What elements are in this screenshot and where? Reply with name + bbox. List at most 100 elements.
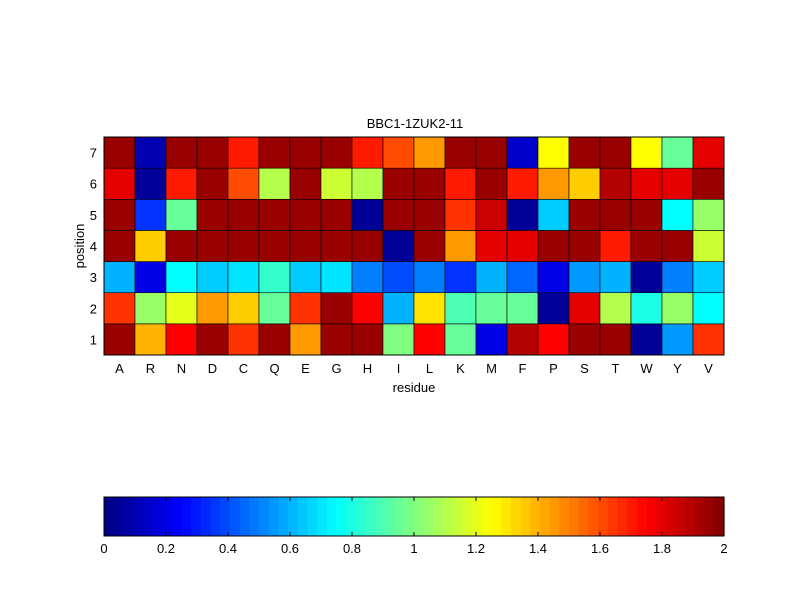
colorbar-segment xyxy=(578,497,589,536)
colorbar-segment xyxy=(317,497,328,536)
heatmap-cell xyxy=(351,230,384,262)
colorbar-segment xyxy=(472,497,483,536)
heatmap-cell xyxy=(506,292,539,325)
heatmap-cell xyxy=(196,230,229,262)
colorbar-segment xyxy=(617,497,628,536)
x-tick-label: I xyxy=(397,361,401,376)
colorbar-tick-label: 1.8 xyxy=(653,541,671,556)
chart-title: BBC1-1ZUK2-11 xyxy=(367,116,464,131)
heatmap-cell xyxy=(661,261,694,294)
heatmap-cell xyxy=(134,292,167,325)
colorbar-segment xyxy=(326,497,338,536)
heatmap-cell xyxy=(599,230,632,262)
colorbar-segment xyxy=(656,497,667,536)
heatmap-cell xyxy=(165,292,198,325)
colorbar-segment xyxy=(423,497,434,536)
colorbar-segment xyxy=(375,497,386,536)
x-tick-label: D xyxy=(208,361,217,376)
x-tick-label: C xyxy=(239,361,248,376)
x-tick-label: G xyxy=(331,361,341,376)
heatmap-cell xyxy=(165,167,198,200)
colorbar-segment xyxy=(433,497,444,536)
heatmap-cell xyxy=(413,136,446,169)
heatmap-cell xyxy=(475,292,508,325)
colorbar-tick-label: 0.6 xyxy=(281,541,299,556)
heatmap-cell xyxy=(537,198,570,231)
colorbar-segment xyxy=(510,497,522,536)
heatmap-cell xyxy=(103,323,136,356)
heatmap-cell xyxy=(537,323,570,356)
heatmap-cell xyxy=(196,261,229,294)
heatmap-cell xyxy=(227,167,260,200)
colorbar-segment xyxy=(569,497,580,536)
heatmap-cell xyxy=(103,198,136,231)
heatmap-cell xyxy=(165,198,198,231)
x-tick-label: Y xyxy=(673,361,682,376)
heatmap-cell xyxy=(351,261,384,294)
heatmap-cell xyxy=(630,292,663,325)
heatmap-cell xyxy=(196,167,229,200)
heatmap-cell xyxy=(661,136,694,169)
heatmap-cell xyxy=(630,167,663,200)
colorbar-segment xyxy=(636,497,648,536)
x-tick-label: V xyxy=(704,361,713,376)
heatmap-cell xyxy=(568,167,601,200)
plot-frame xyxy=(103,136,725,356)
x-tick-label: N xyxy=(177,361,186,376)
heatmap-cell xyxy=(661,198,694,231)
heatmap-cell xyxy=(630,198,663,231)
colorbar xyxy=(104,497,725,536)
colorbar-segment xyxy=(404,497,415,536)
heatmap-cell xyxy=(227,261,260,294)
heatmap-cell xyxy=(196,198,229,231)
heatmap-cell xyxy=(475,230,508,262)
colorbar-segment xyxy=(200,497,212,536)
heatmap-cell xyxy=(351,292,384,325)
heatmap-cell xyxy=(134,230,167,262)
heatmap-cell xyxy=(475,198,508,231)
heatmap-cell xyxy=(134,323,167,356)
heatmap-cell xyxy=(258,261,291,294)
heatmap-cell xyxy=(413,292,446,325)
heatmap-cell xyxy=(599,323,632,356)
colorbar-tick-label: 1 xyxy=(410,541,417,556)
colorbar-segment xyxy=(481,497,493,536)
heatmap-cell xyxy=(692,292,725,325)
heatmap-cell xyxy=(258,323,291,356)
heatmap-cell xyxy=(444,230,477,262)
heatmap-cell xyxy=(506,261,539,294)
heatmap-cell xyxy=(165,323,198,356)
heatmap-cell xyxy=(382,198,415,231)
colorbar-segment xyxy=(394,497,405,536)
heatmap-cell xyxy=(196,323,229,356)
colorbar-segment xyxy=(414,497,425,536)
heatmap-cell xyxy=(599,167,632,200)
heatmap-cell xyxy=(661,323,694,356)
colorbar-segment xyxy=(210,497,221,536)
colorbar-segment xyxy=(181,497,192,536)
heatmap-cell xyxy=(475,167,508,200)
heatmap-cell xyxy=(568,230,601,262)
heatmap-cell xyxy=(258,167,291,200)
heatmap-cell xyxy=(320,261,353,294)
colorbar-segment xyxy=(268,497,279,536)
colorbar-segment xyxy=(714,497,725,536)
colorbar-tick-label: 0.4 xyxy=(219,541,237,556)
colorbar-segment xyxy=(346,497,357,536)
colorbar-segment xyxy=(539,497,551,536)
heatmap-cell xyxy=(692,167,725,200)
heatmap-cell xyxy=(444,292,477,325)
y-tick-labels: 1 2 3 4 5 6 7 xyxy=(90,146,97,348)
heatmap-cell xyxy=(289,198,322,231)
heatmap-cell xyxy=(475,323,508,356)
colorbar-segment xyxy=(501,497,512,536)
heatmap-cell xyxy=(568,261,601,294)
heatmap-cell xyxy=(196,136,229,169)
colorbar-segment xyxy=(355,497,367,536)
heatmap-cell xyxy=(692,230,725,262)
x-tick-label: F xyxy=(519,361,527,376)
heatmap-cell xyxy=(103,292,136,325)
colorbar-segment xyxy=(336,497,347,536)
heatmap-cell xyxy=(289,230,322,262)
